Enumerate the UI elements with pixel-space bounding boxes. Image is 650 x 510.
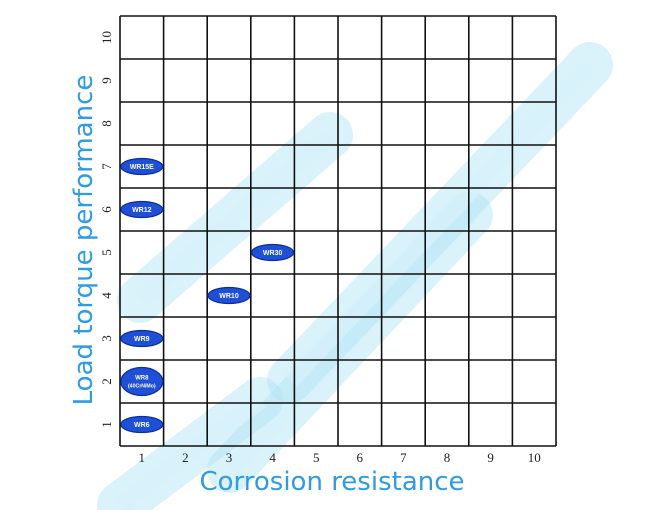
y-tick-label: 5 (99, 249, 114, 256)
point-label: WR10 (219, 293, 239, 300)
point-label: WR15E (130, 164, 154, 171)
point-marker (120, 329, 164, 348)
x-tick-label: 9 (487, 450, 494, 465)
data-points: WR6 WR8 (40CrNiMo) WR9 WR10 WR30 WR12 WR15E (120, 157, 295, 434)
shaft-highlight-0 (134, 128, 336, 307)
point-marker (120, 157, 164, 176)
shaft-highlight-3 (114, 392, 266, 510)
point-label: WR9 (134, 336, 150, 343)
point-wr15e: WR15E (120, 157, 164, 176)
y-tick-label: 1 (99, 421, 114, 428)
grid (119, 15, 557, 447)
background-shafts (97, 42, 613, 510)
y-tick-label: 3 (99, 335, 114, 342)
y-tick-label: 4 (99, 292, 114, 299)
y-tick-label: 9 (99, 77, 114, 84)
point-wr12: WR12 (120, 200, 164, 219)
point-label: WR6 (134, 422, 150, 429)
shaft-highlight-2 (283, 58, 597, 387)
point-wr6: WR6 (120, 415, 164, 434)
x-tick-labels: 1 2 3 4 5 6 7 8 9 10 (139, 450, 541, 465)
x-tick-label: 5 (313, 450, 320, 465)
x-tick-label: 3 (226, 450, 233, 465)
x-tick-label: 7 (400, 450, 407, 465)
point-marker (120, 415, 164, 434)
shaft-highlight-1 (223, 208, 477, 477)
point-label: WR30 (263, 250, 283, 257)
x-tick-label: 6 (357, 450, 364, 465)
point-marker (207, 286, 251, 305)
x-tick-label: 2 (182, 450, 189, 465)
point-wr9: WR9 (120, 329, 164, 348)
x-tick-label: 10 (528, 450, 541, 465)
y-tick-label: 7 (99, 163, 114, 170)
y-tick-label: 10 (99, 31, 114, 44)
point-wr10: WR10 (207, 286, 251, 305)
y-tick-labels: 1 2 3 4 5 6 7 8 9 10 (99, 31, 114, 428)
point-sublabel: (40CrNiMo) (128, 384, 156, 390)
point-marker (120, 200, 164, 219)
y-tick-label: 2 (99, 378, 114, 385)
x-tick-label: 8 (444, 450, 451, 465)
point-wr8: WR8 (40CrNiMo) (120, 366, 164, 397)
point-marker (251, 243, 295, 262)
point-label: WR8 (135, 376, 149, 382)
point-label: WR12 (132, 207, 152, 214)
x-axis-title: Corrosion resistance (199, 467, 464, 497)
point-marker (120, 366, 164, 397)
x-tick-label: 4 (269, 450, 276, 465)
x-tick-label: 1 (139, 450, 146, 465)
y-tick-label: 6 (99, 206, 114, 213)
y-tick-label: 8 (99, 120, 114, 127)
y-axis-title: Load torque performance (69, 75, 99, 406)
point-wr30: WR30 (251, 243, 295, 262)
